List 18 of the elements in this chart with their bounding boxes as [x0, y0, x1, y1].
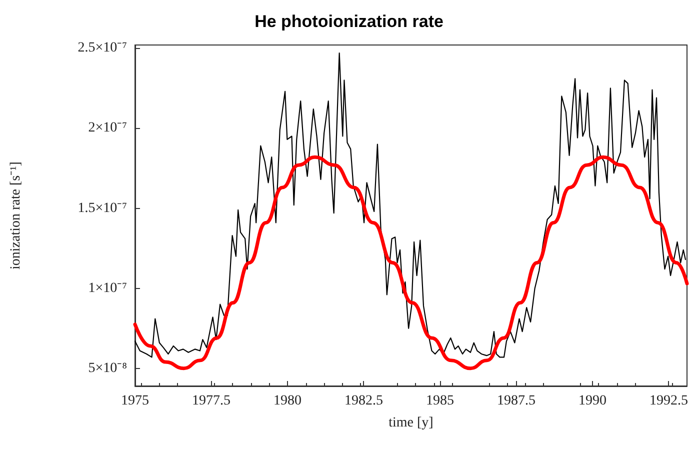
line-series: [133, 155, 689, 370]
y-tick-label: 5×10⁻⁸: [88, 360, 128, 376]
x-axis-title: time [y]: [388, 416, 434, 430]
chart-title: He photoionization rate: [254, 12, 444, 31]
x-tick-label: 1990: [578, 394, 606, 408]
y-tick-label: 1.5×10⁻⁷: [78, 200, 128, 216]
x-tick-label: 1987.5: [496, 394, 536, 408]
y-tick-label: 1×10⁻⁷: [88, 280, 128, 296]
y-tick-label: 2.5×10⁻⁷: [78, 40, 128, 56]
x-tick-label: 1977.5: [192, 394, 230, 408]
line-series: [134, 52, 686, 358]
y-tick-label: 2×10⁻⁷: [88, 120, 128, 136]
y-axis-title: ionization rate [s⁻¹]: [8, 162, 24, 270]
x-tick-label: 1975: [121, 394, 149, 408]
x-tick-label: 1980: [273, 394, 302, 408]
x-tick-label: 1992.5: [649, 394, 688, 408]
x-tick-label: 1985: [426, 394, 454, 408]
x-tick-label: 1982.5: [344, 394, 383, 408]
